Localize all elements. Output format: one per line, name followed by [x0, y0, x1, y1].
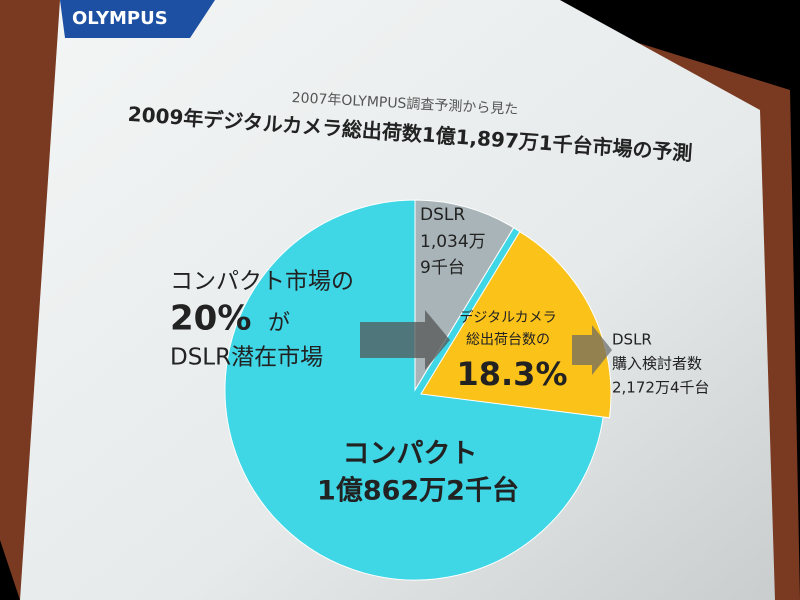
note-text: 2,172万4千台 [612, 379, 710, 397]
slice-label: コンパクト [343, 439, 478, 470]
note-text: DSLR [612, 331, 652, 349]
highlight-label: デジタルカメラ [459, 309, 556, 326]
slice-label: DSLR [420, 205, 465, 225]
highlight-slice [420, 230, 612, 419]
note-text: DSLR潜在市場 [170, 345, 323, 371]
note-text: が [268, 311, 290, 336]
logo: OLYMPUS [72, 8, 168, 29]
slice-value-label: 1,034万 [420, 232, 486, 252]
note-text: 購入検討者数 [612, 355, 702, 373]
arrow [360, 310, 450, 370]
highlight-value-label: 18.3% [456, 355, 567, 393]
notes: コンパクト市場の 20% が DSLR潜在市場 DSLR 購入検討者数 2,172万4千台 [170, 269, 710, 397]
note-big: 20% [170, 299, 251, 339]
highlight-label: 総出荷台数の [466, 332, 550, 348]
note-text: コンパクト市場の [170, 269, 354, 295]
arrow [572, 325, 612, 375]
slice-value-label: 9千台 [420, 258, 465, 278]
logo-band [60, 0, 215, 38]
slice-value-label: 1億862万2千台 [317, 475, 519, 507]
